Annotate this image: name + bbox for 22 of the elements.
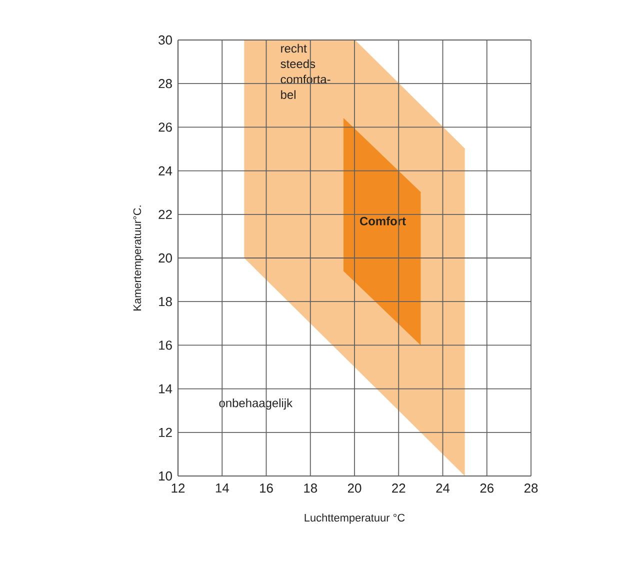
x-tick-label: 20 — [348, 484, 362, 493]
y-tick-label: 26 — [158, 122, 172, 132]
x-tick-label: 16 — [260, 484, 273, 493]
x-tick-label: 26 — [480, 484, 494, 493]
x-tick-label: 14 — [216, 484, 229, 492]
x-tick-label: 24 — [436, 484, 450, 493]
x-tick-label: 12 — [172, 484, 185, 493]
x-tick-label: 18 — [304, 484, 318, 493]
y-tick-label: 18 — [159, 297, 172, 306]
y-tick-label: 28 — [158, 79, 172, 88]
x-axis-title: Luchttemperatuur °C — [304, 514, 405, 524]
y-axis-title: Kamertemperatuur°C. — [133, 206, 144, 310]
y-tick-label: 22 — [158, 210, 172, 219]
y-tick-label: 30 — [158, 35, 172, 45]
y-tick-label: 24 — [158, 166, 172, 176]
y-tick-label: 12 — [159, 428, 172, 437]
y-tick-label: 10 — [159, 471, 172, 481]
y-tick-label: 16 — [159, 340, 172, 350]
y-tick-label: 14 — [159, 384, 172, 394]
x-tick-label: 22 — [392, 484, 406, 493]
x-tick-label: 28 — [524, 484, 538, 493]
y-tick-label: 20 — [158, 253, 172, 263]
